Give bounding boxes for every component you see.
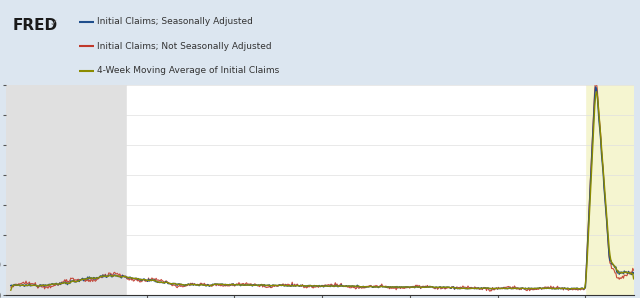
Text: Initial Claims; Not Seasonally Adjusted: Initial Claims; Not Seasonally Adjusted — [97, 42, 272, 51]
Text: FRED: FRED — [13, 18, 58, 33]
Text: 4-Week Moving Average of Initial Claims: 4-Week Moving Average of Initial Claims — [97, 66, 280, 75]
Bar — [586, 85, 636, 295]
Text: ✓: ✓ — [49, 18, 57, 28]
Bar — [127, 85, 586, 295]
Text: Initial Claims; Seasonally Adjusted: Initial Claims; Seasonally Adjusted — [97, 17, 253, 26]
Bar — [6, 85, 127, 295]
